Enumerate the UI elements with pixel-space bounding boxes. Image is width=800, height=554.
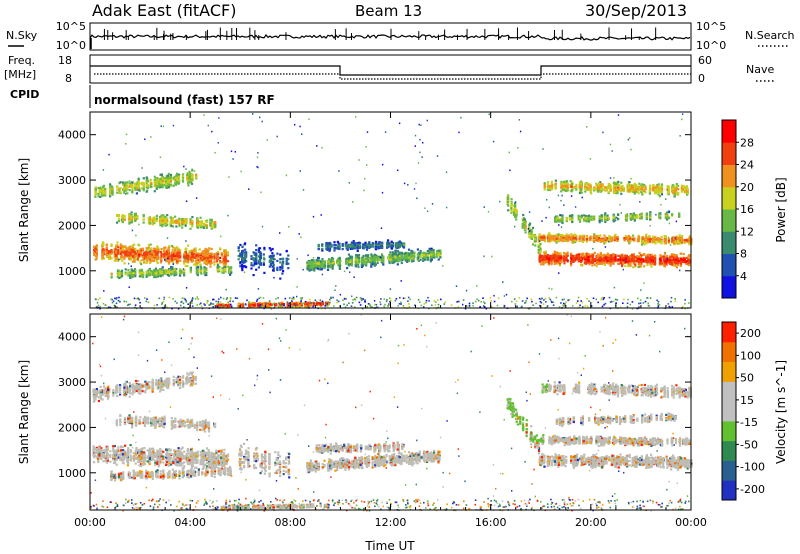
y-tick-label: 3000 [58,174,86,187]
freq-trace [90,65,691,76]
nsearch-tick-top: 10^5 [696,20,726,33]
power-ylabel: Slant Range [km] [17,158,31,262]
nsky-panel: N.Sky 10^5 10^0 10^5 10^0 N.Search [6,20,795,52]
colorbar-tick-label: 4 [740,270,747,283]
power-panel: 1000 2000 3000 4000 Slant Range [km] 4 8 12 16… [17,111,788,310]
colorbar-tick-label: -15 [740,416,758,429]
nsky-tick-bottom: 10^0 [56,39,86,52]
power-x-axis [89,112,692,308]
nsearch-tick-bottom: 10^0 [696,39,726,52]
colorbar-tick-label: 24 [740,159,754,172]
colorbar-frame [721,321,737,501]
power-scatter [93,113,693,310]
x-tick-label: 16:00 [475,516,507,529]
velocity-x-axis: 00:00 04:00 08:00 12:00 16:00 20:00 00:00 [74,314,707,529]
colorbar-segment [722,209,736,232]
velocity-colorbar: 200 100 50 15 -15 -50 -100 -200 [721,321,765,501]
velocity-y-axis: 1000 2000 3000 4000 [58,331,691,480]
time-axis-label: Time UT [364,539,415,553]
nave-trace [94,73,691,80]
colorbar-tick-label: -50 [740,438,758,451]
velocity-colorbar-label: Velocity [m s^-1] [774,360,788,464]
velocity-frame [89,313,692,511]
velocity-scatter [90,314,693,512]
freq-label-2: [MHz] [4,68,36,81]
colorbar-segment [722,420,736,442]
colorbar-segment [722,164,736,188]
y-tick-label: 3000 [58,376,86,389]
freq-tick-bottom: 8 [65,72,72,85]
y-tick-label: 4000 [58,129,86,142]
nave-label: Nave [746,63,774,76]
colorbar-tick-label: 28 [740,136,754,149]
colorbar-segment [722,341,736,363]
y-tick-label: 4000 [58,331,86,344]
colorbar-segment [722,142,736,165]
x-tick-label: 00:00 [74,516,106,529]
colorbar-segment [722,460,736,481]
colorbar-tick-label: 200 [740,327,761,340]
colorbar-segment [722,480,736,501]
colorbar-tick-label: 8 [740,248,747,261]
nsky-trace [89,27,691,49]
power-colorbar-label: Power [dB] [774,177,788,242]
x-tick-label: 00:00 [675,516,707,529]
date-title: 30/Sep/2013 [585,1,687,20]
cpid-label: CPID [10,88,39,101]
y-tick-label: 1000 [58,467,86,480]
freq-tick-top: 18 [58,54,72,67]
colorbar-segment [722,120,736,143]
colorbar-segment [722,231,736,254]
freq-panel: Freq. [MHz] 18 8 60 0 Nave [4,54,776,85]
colorbar-segment [722,401,736,422]
nsky-tick-top: 10^5 [56,20,86,33]
y-tick-label: 1000 [58,265,86,278]
power-frame [89,111,692,309]
colorbar-tick-label: 15 [740,394,754,407]
y-tick-label: 2000 [58,219,86,232]
colorbar-segment [722,322,736,343]
power-colorbar: 4 8 12 16 20 24 28 [721,119,754,299]
nave-tick-bottom: 0 [698,72,705,85]
colorbar-segment [722,361,736,382]
colorbar-segment [722,253,736,277]
y-tick-label: 2000 [58,421,86,434]
cpid-row: CPID normalsound (fast) 157 RF [10,85,275,108]
power-y-axis: 1000 2000 3000 4000 [58,129,691,278]
freq-label-1: Freq. [8,54,35,67]
colorbar-segment [722,440,736,461]
colorbar-segment [722,381,736,402]
cpid-text: normalsound (fast) 157 RF [94,93,275,107]
station-title: Adak East (fitACF) [92,1,236,20]
colorbar-tick-label: -100 [740,461,765,474]
velocity-ylabel: Slant Range [km] [17,360,31,464]
nsearch-label: N.Search [745,29,795,42]
colorbar-segment [722,186,736,210]
nsky-label: N.Sky [6,29,38,42]
beam-title: Beam 13 [355,2,422,20]
colorbar-tick-label: 16 [740,203,754,216]
x-tick-label: 12:00 [375,516,407,529]
colorbar-tick-label: 20 [740,181,754,194]
nave-tick-top: 60 [698,54,712,67]
colorbar-tick-label: 100 [740,349,761,362]
x-tick-label: 04:00 [174,516,206,529]
colorbar-tick-label: 50 [740,372,754,385]
colorbar-segment [722,275,736,299]
colorbar-tick-label: 12 [740,225,754,238]
x-tick-label: 08:00 [274,516,306,529]
colorbar-tick-label: -200 [740,483,765,496]
velocity-panel: 1000 2000 3000 4000 00:00 04:00 08:00 12:00 16:… [17,313,788,529]
x-tick-label: 20:00 [575,516,607,529]
nsky-line [89,34,691,41]
